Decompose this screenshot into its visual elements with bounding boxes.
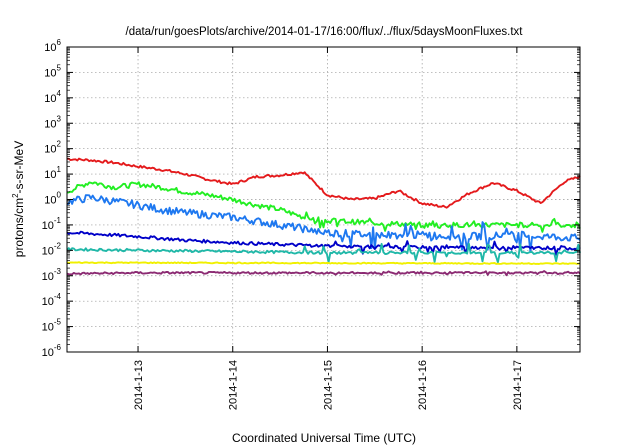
y-tick-label: 10-4 (42, 292, 62, 308)
y-tick-base: 10 (42, 220, 54, 232)
y-tick-base: 10 (44, 195, 56, 207)
y-tick-exponent: 0 (57, 191, 62, 200)
y-tick-exponent: 6 (57, 38, 62, 47)
y-tick-label: 10-6 (42, 343, 62, 359)
series-line-6 (66, 261, 581, 265)
x-axis-label: Coordinated Universal Time (UTC) (232, 431, 416, 445)
chart-title: /data/run/goesPlots/archive/2014-01-17/1… (126, 26, 524, 38)
y-tick-exponent: 3 (57, 114, 62, 123)
y-tick-label: 10-3 (42, 267, 62, 283)
y-tick-label: 102 (44, 140, 61, 156)
x-tick-label: 2014-1-14 (228, 360, 240, 410)
series-line-1 (66, 157, 581, 209)
y-tick-label: 106 (44, 38, 61, 54)
y-tick-exponent: 4 (57, 89, 62, 98)
y-tick-label: 101 (44, 165, 61, 181)
y-tick-exponent: 2 (57, 140, 62, 149)
y-tick-label: 10-1 (42, 216, 62, 232)
y-tick-label: 100 (44, 191, 61, 207)
y-tick-base: 10 (42, 245, 54, 257)
y-tick-exponent: -2 (54, 241, 62, 250)
y-tick-exponent: 1 (57, 165, 62, 174)
y-tick-base: 10 (44, 118, 56, 130)
y-tick-exponent: -3 (54, 267, 62, 276)
y-tick-base: 10 (42, 296, 54, 308)
x-tick-label: 2014-1-16 (417, 360, 429, 410)
series-line-2 (66, 181, 581, 233)
y-tick-exponent: -1 (54, 216, 62, 225)
y-tick-label: 10-5 (42, 318, 62, 334)
y-tick-base: 10 (42, 322, 54, 334)
series-line-5 (66, 242, 581, 264)
y-tick-label: 104 (44, 89, 61, 105)
y-tick-base: 10 (44, 42, 56, 54)
y-axis-label: protons/cm2-s-sr-MeV (11, 141, 26, 257)
y-tick-exponent: 5 (57, 63, 62, 72)
y-tick-base: 10 (44, 144, 56, 156)
y-tick-base: 10 (42, 271, 54, 283)
y-tick-label: 105 (44, 63, 61, 79)
y-tick-label: 103 (44, 114, 61, 130)
y-tick-exponent: -5 (54, 318, 62, 327)
y-tick-exponent: -6 (54, 343, 62, 352)
y-tick-base: 10 (44, 67, 56, 79)
series-layer (66, 157, 581, 277)
grid-lines (67, 47, 580, 352)
y-axis-label-superscript: 2 (11, 193, 20, 198)
axis-ticks: 10610510410310210110010-110-210-310-410-… (42, 38, 580, 410)
series-line-7 (66, 270, 581, 277)
y-tick-base: 10 (44, 93, 56, 105)
x-tick-label: 2014-1-15 (322, 360, 334, 410)
y-tick-base: 10 (42, 347, 54, 359)
y-tick-exponent: -4 (54, 292, 62, 301)
y-axis-label-part-1: protons/cm (12, 198, 26, 257)
y-tick-base: 10 (44, 169, 56, 181)
x-tick-label: 2014-1-17 (512, 360, 524, 410)
y-tick-label: 10-2 (42, 241, 62, 257)
y-axis-label-part-2: -s-sr-MeV (12, 141, 26, 194)
series-line-3 (66, 194, 581, 254)
x-tick-label: 2014-1-13 (133, 360, 145, 410)
